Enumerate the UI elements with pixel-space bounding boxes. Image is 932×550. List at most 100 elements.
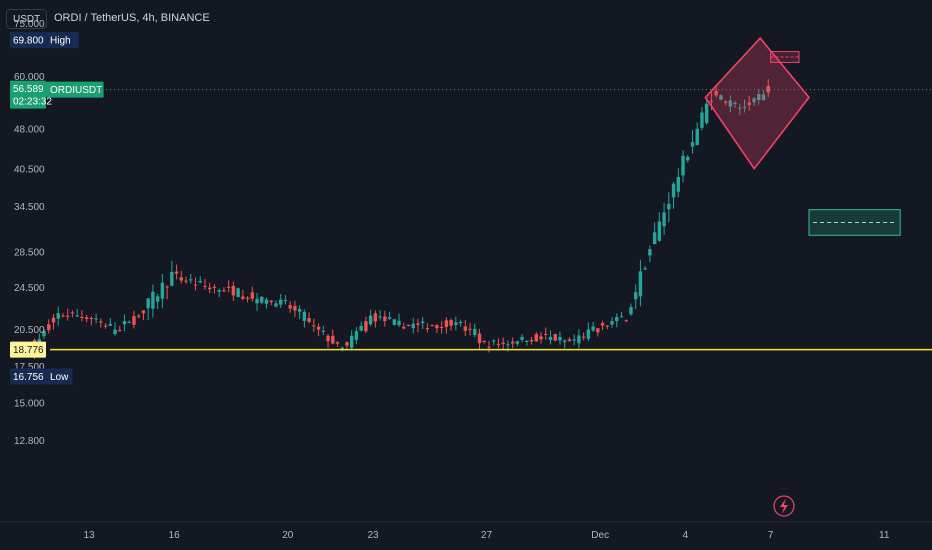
candle [383,310,387,327]
candle [170,260,174,287]
candle [662,202,666,235]
candle [203,279,207,290]
candle [42,328,46,339]
diamond-pattern[interactable] [704,36,811,171]
candle [468,322,472,336]
candle [241,289,245,301]
candle [56,306,60,326]
price-tick-label: 24.500 [14,283,45,294]
candle [501,337,505,350]
candle [719,94,723,101]
candle [529,336,534,345]
candle [581,332,586,341]
candle [269,300,273,306]
candle [99,318,103,328]
candle [345,341,349,351]
candle [132,310,136,329]
candle [553,333,557,342]
candle [619,311,624,318]
candle [487,340,491,353]
low-label-tag [46,368,73,385]
candle [742,99,747,113]
low-price-value: 16.756 [13,372,44,383]
candle [198,276,202,284]
candle [596,327,600,337]
candle [534,331,538,343]
low-price-tag [10,368,46,385]
candle [652,222,657,245]
candle [600,320,605,331]
time-tick-label: 4 [683,530,689,541]
candle [695,122,699,146]
high-price-tag [10,32,46,49]
candle [127,320,131,324]
candle [610,317,614,328]
candle [84,314,89,323]
candle [392,318,396,326]
candle [591,321,595,332]
candle [449,318,453,331]
candle [723,100,728,106]
price-tick-label: 20.500 [14,325,45,336]
candle [184,276,188,284]
candle [421,317,425,329]
candle [155,293,160,309]
candle [548,330,553,345]
candle [510,337,515,349]
candle [629,303,633,317]
candle [671,181,676,209]
last-price-tag [10,80,46,109]
candle [643,266,647,271]
candle [496,338,501,348]
candle [681,150,685,183]
candle [539,331,543,344]
price-tick-label: 60.000 [14,72,45,83]
candle [416,318,420,333]
candle [283,295,288,305]
candle [387,311,392,320]
last-label-text: ORDIUSDT [50,85,102,96]
candle [113,322,117,336]
candle [492,338,496,346]
candle [146,297,150,320]
chart-title: ORDI / TetherUS, 4h, BINANCE [54,12,210,24]
candle [690,129,695,154]
candle [274,300,278,308]
candle [331,329,335,345]
candle [208,282,212,294]
low-label-text: Low [50,372,69,383]
price-tick-label: 75.000 [14,19,45,30]
candle [686,154,690,163]
candle [179,270,183,284]
candle [141,310,146,321]
candle [700,107,704,131]
price-tick-label: 40.500 [14,164,45,175]
candle [397,313,401,328]
candle [577,329,581,349]
countdown-value: 02:23:32 [13,97,52,108]
candle [430,324,434,327]
candle [733,100,737,109]
candle [605,325,609,330]
overlays [50,36,932,351]
price-tick-label: 12.800 [14,436,45,447]
candle [634,284,638,310]
candle [302,309,307,328]
candle [482,340,486,344]
candle [368,309,373,327]
candle [231,281,236,301]
last-price-value: 56.589 [13,84,44,95]
candles [32,79,770,359]
candle [667,192,671,223]
candle [473,323,477,338]
time-tick-label: 13 [83,530,95,541]
symbol-button[interactable]: USDT [6,9,48,29]
price-tick-label: 17.500 [14,362,45,373]
candle [752,96,756,106]
candle [354,327,359,345]
candle [250,286,254,302]
flash-icon[interactable] [773,495,795,517]
candle [728,95,733,113]
candle [378,309,382,321]
